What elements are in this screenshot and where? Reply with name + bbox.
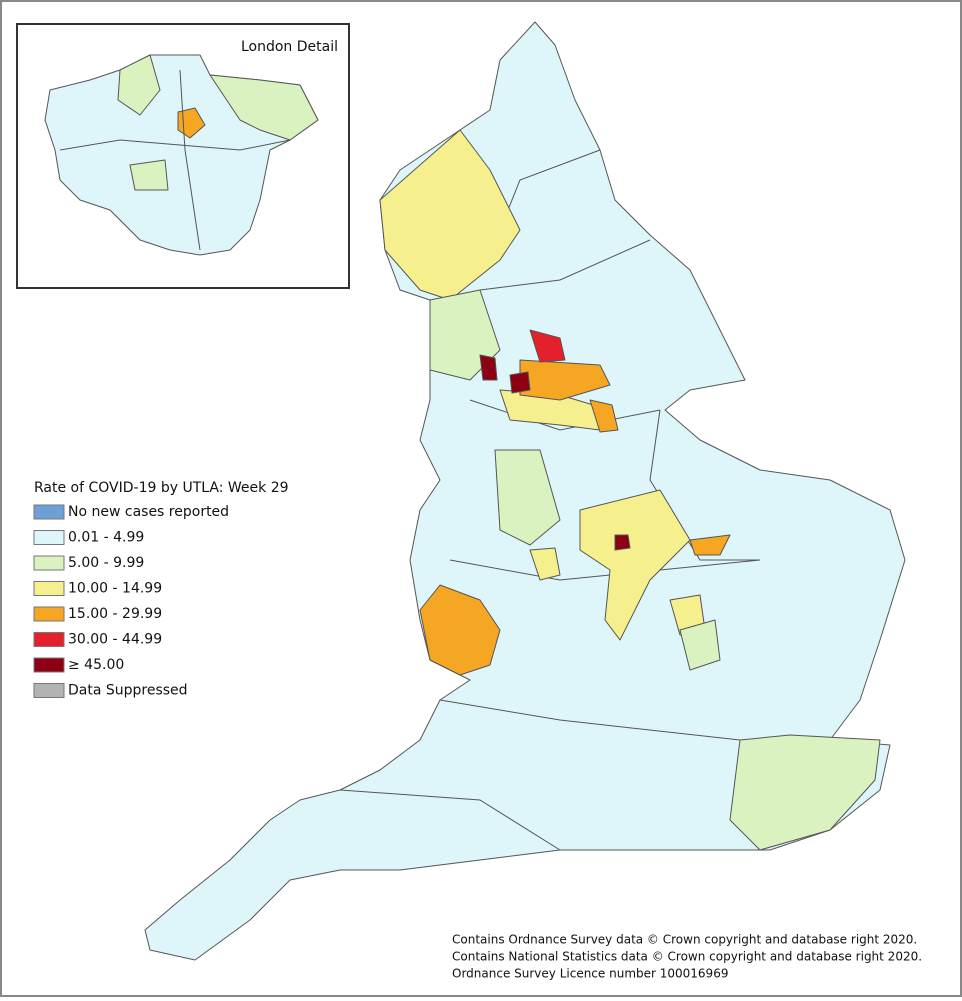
legend-swatch <box>33 530 65 545</box>
region <box>379 129 521 301</box>
legend-swatch <box>33 555 65 571</box>
legend-label: 30.00 - 44.99 <box>68 632 162 648</box>
region <box>614 534 631 551</box>
legend-label: 15.00 - 29.99 <box>68 606 162 622</box>
region <box>729 734 881 851</box>
legend-swatch <box>33 581 65 596</box>
legend-swatch <box>33 657 65 673</box>
legend-swatch <box>33 683 65 698</box>
inset-title: London Detail <box>241 39 338 55</box>
region <box>529 329 566 363</box>
region <box>529 547 561 581</box>
region <box>679 619 721 671</box>
region <box>494 449 561 546</box>
attribution-line: Contains National Statistics data © Crow… <box>452 950 922 964</box>
legend-swatch <box>33 632 65 647</box>
london-inset <box>44 54 319 256</box>
region <box>479 354 498 381</box>
region <box>129 159 169 191</box>
region <box>689 534 731 556</box>
legend-label: Data Suppressed <box>68 683 188 699</box>
legend-label: 0.01 - 4.99 <box>68 530 144 546</box>
region <box>579 489 691 641</box>
legend-label: 5.00 - 9.99 <box>68 555 144 571</box>
legend-swatch <box>33 504 65 520</box>
region <box>589 399 619 433</box>
legend-swatch <box>33 606 65 622</box>
legend: No new cases reported 0.01 - 4.99 5.00 - 9… <box>33 504 229 699</box>
attribution: Contains Ordnance Survey data © Crown co… <box>452 933 922 981</box>
region <box>177 107 206 139</box>
legend-title: Rate of COVID-19 by UTLA: Week 29 <box>34 480 289 496</box>
region <box>117 54 161 116</box>
region <box>209 74 319 141</box>
attribution-line: Ordnance Survey Licence number 100016969 <box>452 967 728 981</box>
england-map <box>144 21 906 961</box>
legend-label: No new cases reported <box>68 504 229 520</box>
attribution-line: Contains Ordnance Survey data © Crown co… <box>452 933 917 947</box>
legend-label: 10.00 - 14.99 <box>68 581 162 597</box>
legend-label: ≥ 45.00 <box>68 657 124 673</box>
region <box>419 584 501 676</box>
region <box>509 371 531 394</box>
